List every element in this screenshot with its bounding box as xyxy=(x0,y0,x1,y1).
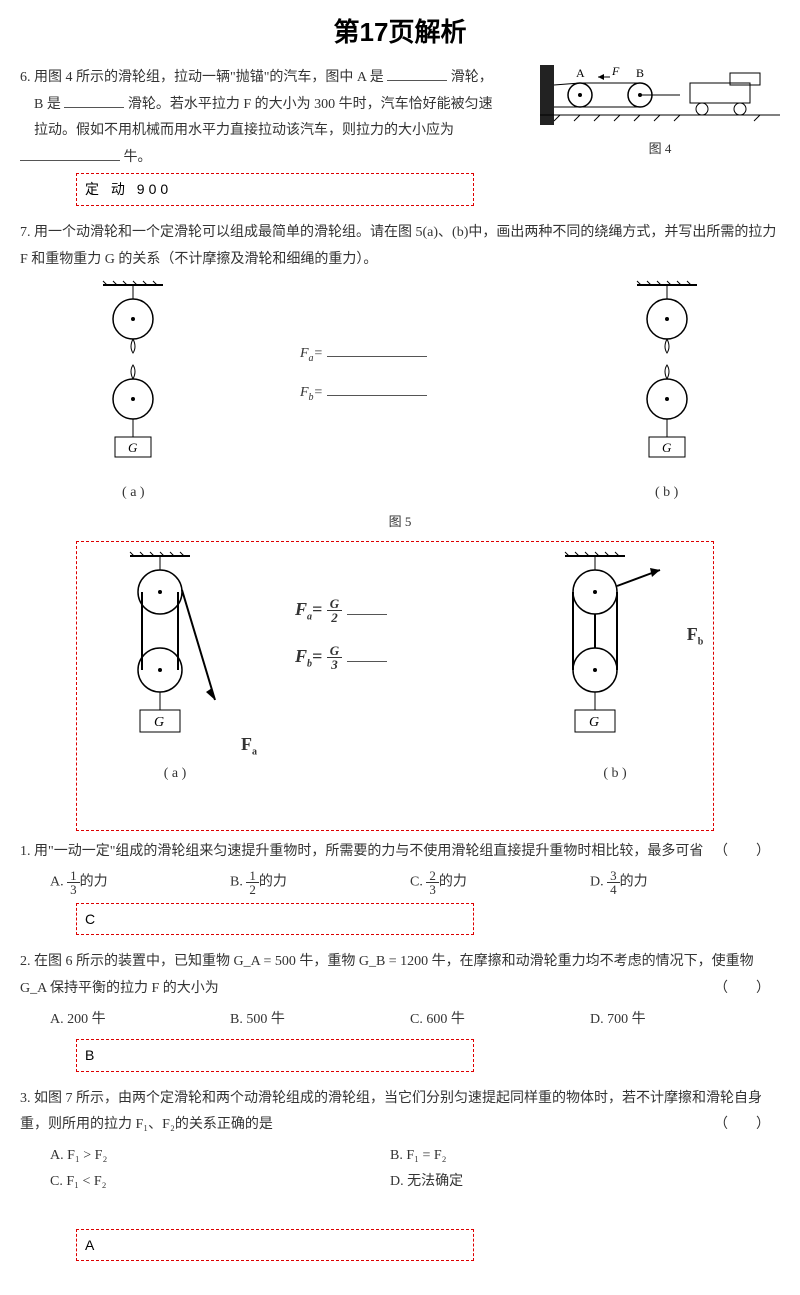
q2B: B. 500 牛 xyxy=(230,1007,410,1034)
q1-answer: C xyxy=(76,903,474,936)
q1-num: 1. xyxy=(20,844,31,859)
ans-eq2: = xyxy=(312,646,322,666)
q6-t3: B 是 xyxy=(34,97,61,112)
ans-Fa-line xyxy=(347,600,387,615)
q1D-suf: 的力 xyxy=(620,875,648,890)
q1C-pre: C. xyxy=(410,875,426,890)
Fa-sym: F xyxy=(300,346,309,361)
ans-a-label: ( a ) xyxy=(115,761,235,788)
question-1: 1. 用"一动一定"组成的滑轮组来匀速提升重物时，所需要的力与不使用滑轮组直接提… xyxy=(20,839,780,942)
ans-b-label: ( b ) xyxy=(555,761,675,788)
q1C-suf: 的力 xyxy=(439,875,467,890)
ans-Fb-line xyxy=(347,647,387,662)
figure-4: A B F 图 4 xyxy=(540,65,780,162)
q1C-den: 3 xyxy=(426,883,439,896)
Fb-sym: F xyxy=(300,385,309,400)
ans-Fa-num: G xyxy=(327,597,342,611)
q1D-pre: D. xyxy=(590,875,607,890)
Fa-blank xyxy=(327,342,427,357)
q3-options: A. F₁ > F₂ B. F₁ = F₂ C. F₁ < F₂ D. 无法确定 xyxy=(50,1143,780,1196)
q2-answer: B xyxy=(76,1039,474,1072)
q1B-pre: B. xyxy=(230,875,246,890)
q3D: D. 无法确定 xyxy=(390,1169,730,1196)
svg-text:G: G xyxy=(154,715,164,730)
label-B: B xyxy=(636,66,644,80)
q6-t5: 拉动。假如不用机械而用水平力直接拉动该汽车，则拉力的大小应为 xyxy=(34,123,454,138)
q2-options: A. 200 牛 B. 500 牛 C. 600 牛 D. 700 牛 xyxy=(50,1007,780,1034)
q2C: C. 600 牛 xyxy=(410,1007,590,1034)
q7-answer: G ( a ) Fa Fa= G2 Fb= G3 xyxy=(76,541,714,831)
question-3: 3. 如图 7 所示，由两个定滑轮和两个动滑轮组成的滑轮组，当它们分别匀速提起同… xyxy=(20,1086,780,1268)
q6-blank-2 xyxy=(64,93,124,108)
q1A-suf: 的力 xyxy=(80,875,108,890)
q1B-num: 1 xyxy=(246,869,259,883)
hand-Fb-sub: b xyxy=(698,637,704,648)
q3C: C. F₁ < F₂ xyxy=(50,1169,390,1196)
q6-blank-3 xyxy=(20,146,120,161)
q1A-num: 1 xyxy=(67,869,80,883)
fig5b: G ( b ) xyxy=(607,279,727,506)
fig5a: G ( a ) xyxy=(73,279,193,506)
svg-text:G: G xyxy=(589,715,599,730)
q6-t6: 牛。 xyxy=(124,150,152,165)
q3-text: 如图 7 所示，由两个定滑轮和两个动滑轮组成的滑轮组，当它们分别匀速提起同样重的… xyxy=(20,1091,762,1133)
eq1: = xyxy=(314,346,323,361)
q7-num: 7. xyxy=(20,225,31,240)
q1B-suf: 的力 xyxy=(259,875,287,890)
fig5-caption: 图 5 xyxy=(20,510,780,535)
q1D-num: 3 xyxy=(607,869,620,883)
q3-answer: A xyxy=(76,1229,474,1262)
q6-t1: 用图 4 所示的滑轮组，拉动一辆"抛锚"的汽车，图中 A 是 xyxy=(34,70,384,85)
label-F: F xyxy=(611,65,620,78)
fig5a-label: ( a ) xyxy=(73,480,193,507)
Fb-blank xyxy=(327,381,427,396)
q1-text: 用"一动一定"组成的滑轮组来匀速提升重物时，所需要的力与不使用滑轮组直接提升重物… xyxy=(34,844,703,859)
ans-Fa-den: 2 xyxy=(327,611,342,624)
hand-Fa: F xyxy=(241,734,252,754)
question-7: 7. 用一个动滑轮和一个定滑轮可以组成最简单的滑轮组。请在图 5(a)、(b)中… xyxy=(20,220,780,831)
eq2: = xyxy=(314,385,323,400)
q2-text: 在图 6 所示的装置中，已知重物 G_A = 500 牛，重物 G_B = 12… xyxy=(20,954,754,996)
ans-Fa-sym: F xyxy=(295,599,307,619)
q3A: A. F₁ > F₂ xyxy=(50,1143,390,1170)
ans-Fb-sym: F xyxy=(295,646,307,666)
q3B: B. F₁ = F₂ xyxy=(390,1143,730,1170)
svg-text:G: G xyxy=(128,440,138,455)
fig5-formulas: Fa= Fb= xyxy=(300,279,500,419)
hand-Fa-sub: a xyxy=(252,747,257,758)
ans-eq1: = xyxy=(312,599,322,619)
question-6: A B F 图 4 6. 用图 4 所示的滑轮组，拉动一辆"抛锚"的汽车，图中 … xyxy=(20,65,780,212)
svg-text:G: G xyxy=(662,440,672,455)
q1D-den: 4 xyxy=(607,883,620,896)
q1A-pre: A. xyxy=(50,875,67,890)
page-title: 第17页解析 xyxy=(0,0,800,57)
figure-5: G ( a ) Fa= Fb= xyxy=(20,279,780,535)
q3-num: 3. xyxy=(20,1091,31,1106)
q1B-den: 2 xyxy=(246,883,259,896)
fig4-caption: 图 4 xyxy=(540,137,780,162)
label-A: A xyxy=(576,66,585,80)
q6-t2: 滑轮， xyxy=(451,70,493,85)
q1-options: A. 13的力 B. 12的力 C. 23的力 D. 34的力 xyxy=(50,869,780,896)
question-2: 2. 在图 6 所示的装置中，已知重物 G_A = 500 牛，重物 G_B =… xyxy=(20,949,780,1077)
q3-paren: （ ） xyxy=(714,1112,770,1139)
q6-num: 6. xyxy=(20,70,31,85)
q2A: A. 200 牛 xyxy=(50,1007,230,1034)
q6-t4: 滑轮。若水平拉力 F 的大小为 300 牛时，汽车恰好能被匀速 xyxy=(128,97,493,112)
q2-num: 2. xyxy=(20,954,31,969)
hand-Fb: F xyxy=(687,624,698,644)
content-area: A B F 图 4 6. 用图 4 所示的滑轮组，拉动一辆"抛锚"的汽车，图中 … xyxy=(0,65,800,1295)
q7-t1: 用一个动滑轮和一个定滑轮可以组成最简单的滑轮组。请在图 5(a)、(b)中，画出… xyxy=(20,225,776,267)
q1-paren: （ ） xyxy=(714,839,770,866)
ans-Fb-num: G xyxy=(327,644,342,658)
q2-paren: （ ） xyxy=(714,976,770,1003)
q6-blank-1 xyxy=(387,66,447,81)
q2D: D. 700 牛 xyxy=(590,1007,770,1034)
q6-answer: 定 动 900 xyxy=(76,173,474,206)
q1A-den: 3 xyxy=(67,883,80,896)
fig5b-label: ( b ) xyxy=(607,480,727,507)
ans-Fb-den: 3 xyxy=(327,658,342,671)
q1C-num: 2 xyxy=(426,869,439,883)
